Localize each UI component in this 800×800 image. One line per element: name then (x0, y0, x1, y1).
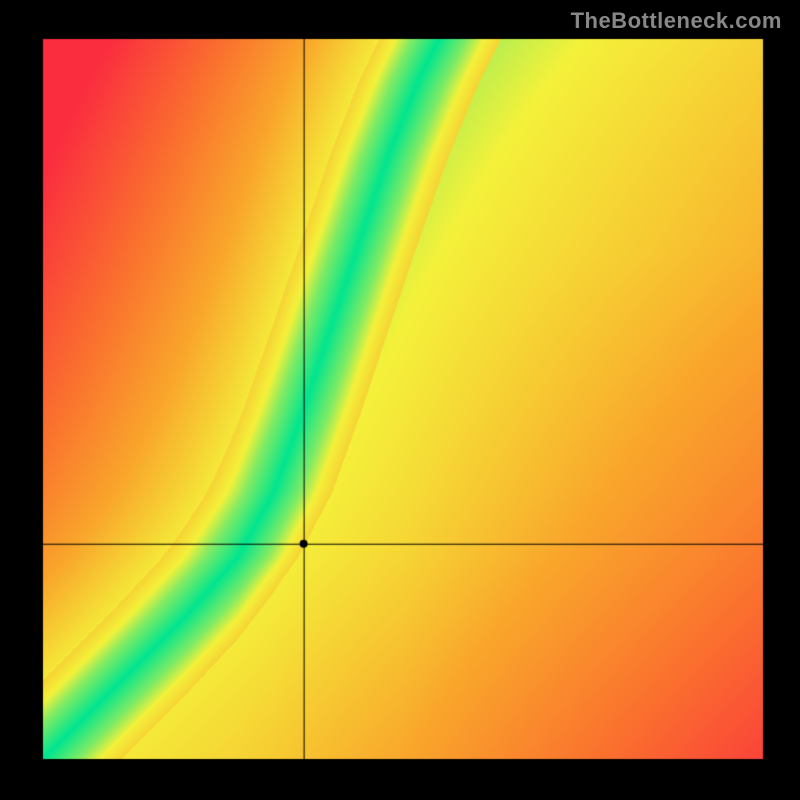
bottleneck-heatmap (0, 0, 800, 800)
watermark-text: TheBottleneck.com (571, 8, 782, 34)
